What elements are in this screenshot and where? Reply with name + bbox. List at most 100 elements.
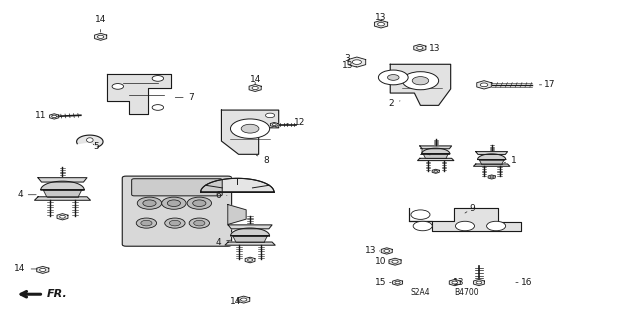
- Polygon shape: [35, 197, 90, 200]
- Polygon shape: [420, 146, 452, 149]
- Circle shape: [392, 260, 398, 263]
- Polygon shape: [95, 33, 107, 40]
- Polygon shape: [233, 236, 268, 242]
- Polygon shape: [390, 64, 451, 105]
- Text: 14: 14: [250, 75, 261, 84]
- Polygon shape: [374, 20, 388, 28]
- Circle shape: [272, 124, 276, 126]
- Text: 13: 13: [375, 13, 387, 22]
- Text: 15: 15: [375, 278, 391, 287]
- Polygon shape: [228, 225, 272, 229]
- Polygon shape: [270, 123, 278, 127]
- Circle shape: [352, 60, 362, 64]
- Circle shape: [456, 221, 474, 231]
- Text: 10: 10: [375, 257, 390, 266]
- Circle shape: [252, 86, 259, 90]
- Circle shape: [112, 84, 124, 89]
- Polygon shape: [237, 296, 250, 303]
- Text: 14: 14: [95, 15, 106, 32]
- Text: 16: 16: [516, 278, 532, 287]
- Circle shape: [152, 105, 164, 110]
- Polygon shape: [389, 258, 401, 265]
- Circle shape: [413, 221, 432, 231]
- Text: 14: 14: [14, 264, 38, 274]
- Text: FR.: FR.: [47, 289, 67, 299]
- Polygon shape: [417, 158, 454, 161]
- Polygon shape: [77, 135, 103, 147]
- Circle shape: [167, 200, 180, 206]
- Polygon shape: [221, 110, 278, 154]
- Polygon shape: [474, 164, 510, 166]
- FancyBboxPatch shape: [132, 179, 222, 196]
- Ellipse shape: [86, 138, 93, 142]
- Polygon shape: [432, 169, 439, 173]
- Circle shape: [384, 250, 390, 252]
- FancyBboxPatch shape: [122, 176, 232, 246]
- Circle shape: [60, 215, 65, 218]
- Polygon shape: [41, 181, 84, 190]
- Circle shape: [137, 197, 162, 209]
- Circle shape: [162, 197, 186, 209]
- Text: 1: 1: [419, 148, 430, 156]
- Polygon shape: [225, 242, 275, 245]
- Circle shape: [241, 124, 259, 133]
- Circle shape: [378, 70, 408, 85]
- Circle shape: [97, 35, 104, 38]
- Circle shape: [193, 200, 206, 206]
- Text: S2A4: S2A4: [411, 287, 430, 297]
- Circle shape: [187, 197, 212, 209]
- Text: 17: 17: [540, 80, 556, 89]
- Circle shape: [266, 113, 275, 118]
- Polygon shape: [38, 178, 87, 182]
- Polygon shape: [49, 114, 59, 119]
- Polygon shape: [410, 208, 520, 231]
- Polygon shape: [44, 190, 82, 197]
- Polygon shape: [479, 159, 504, 164]
- Circle shape: [417, 46, 423, 50]
- Circle shape: [248, 259, 253, 261]
- Polygon shape: [476, 152, 508, 155]
- Circle shape: [170, 220, 180, 226]
- Text: 6: 6: [216, 191, 227, 200]
- Circle shape: [52, 115, 56, 118]
- Text: 14: 14: [230, 297, 242, 306]
- Circle shape: [241, 298, 247, 301]
- Text: 9: 9: [465, 204, 476, 213]
- Polygon shape: [381, 248, 392, 254]
- Text: 12: 12: [286, 118, 305, 127]
- Polygon shape: [36, 267, 49, 273]
- Polygon shape: [422, 148, 450, 154]
- Text: 3: 3: [344, 54, 358, 63]
- Circle shape: [480, 83, 488, 87]
- Text: 13: 13: [365, 246, 380, 255]
- Polygon shape: [392, 280, 403, 285]
- Text: 4: 4: [17, 190, 36, 199]
- Circle shape: [403, 72, 438, 90]
- Circle shape: [378, 22, 385, 26]
- Circle shape: [40, 268, 46, 271]
- Circle shape: [152, 76, 164, 81]
- Text: 8: 8: [257, 155, 269, 164]
- Text: 2: 2: [388, 99, 400, 108]
- Polygon shape: [414, 44, 426, 51]
- Text: 13: 13: [453, 278, 465, 287]
- Circle shape: [194, 220, 205, 226]
- Polygon shape: [477, 81, 492, 89]
- Circle shape: [141, 220, 152, 226]
- Circle shape: [230, 119, 269, 138]
- Polygon shape: [200, 178, 274, 192]
- Polygon shape: [57, 214, 68, 220]
- Polygon shape: [107, 74, 171, 114]
- Text: 13: 13: [422, 44, 440, 53]
- Circle shape: [395, 281, 400, 284]
- Polygon shape: [230, 228, 269, 236]
- Text: 1: 1: [504, 156, 517, 164]
- Polygon shape: [488, 175, 495, 179]
- Circle shape: [476, 281, 482, 284]
- Circle shape: [411, 210, 430, 220]
- Text: 11: 11: [35, 111, 60, 120]
- Text: 4: 4: [216, 238, 232, 247]
- Polygon shape: [477, 154, 506, 159]
- Circle shape: [452, 281, 458, 284]
- Polygon shape: [423, 154, 448, 158]
